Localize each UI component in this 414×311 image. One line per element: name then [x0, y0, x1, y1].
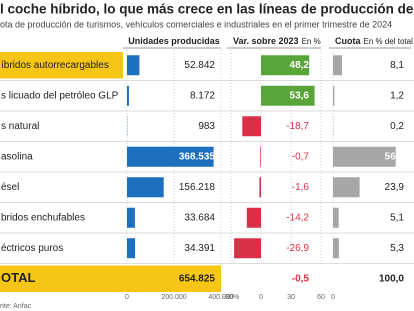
value-label: -26,9 — [286, 243, 309, 254]
value-label: 983 — [198, 121, 215, 132]
value-label: -18,7 — [286, 121, 309, 132]
header-text: Var. sobre 2023 — [233, 36, 299, 46]
column-header: Unidades producidas — [128, 36, 220, 46]
bar — [260, 146, 261, 167]
x-tick-label: 0 — [125, 294, 129, 301]
bar — [333, 177, 360, 198]
total-value: -0,5 — [292, 273, 310, 284]
value-label: 23,9 — [385, 182, 405, 193]
bar — [333, 207, 339, 228]
x-tick-label: 0 — [331, 294, 335, 301]
x-tick-label: -30% — [223, 294, 239, 301]
total-label: OTAL — [1, 270, 35, 285]
category-label: íbridos autorrecargables — [1, 60, 109, 71]
value-label: -1,6 — [292, 182, 310, 193]
bar — [333, 55, 343, 76]
source: nte: Anfac — [0, 303, 32, 310]
x-tick-label: 30 — [287, 294, 295, 301]
bar — [234, 238, 261, 259]
value-label: 56,3 — [385, 151, 405, 162]
header-unit: En % del total — [364, 37, 414, 46]
category-label: bridos enchufables — [1, 212, 85, 223]
total-value: 654.825 — [179, 273, 216, 284]
value-label: 8.172 — [190, 90, 215, 101]
subtitle: ota de producción de turismos, vehículos… — [0, 19, 392, 29]
value-label: 8,1 — [390, 60, 404, 71]
value-label: -14,2 — [286, 212, 309, 223]
row-highlight — [0, 52, 123, 79]
bar — [259, 177, 261, 198]
bar — [127, 85, 129, 106]
value-label: 156.218 — [179, 182, 216, 193]
value-label: -0,7 — [292, 151, 310, 162]
x-tick-label: 400.000 — [208, 294, 233, 301]
value-label: 368.535 — [179, 151, 216, 162]
bar — [127, 55, 140, 76]
header-text: Unidades producidas — [128, 36, 220, 46]
value-label: 53,6 — [290, 90, 310, 101]
category-label: asolina — [1, 151, 33, 162]
bar — [246, 207, 261, 228]
header-unit: En % — [302, 37, 321, 46]
value-label: 33.684 — [184, 212, 215, 223]
category-label: ésel — [1, 182, 19, 193]
value-label: 34.391 — [184, 243, 215, 254]
value-label: 52.842 — [184, 60, 215, 71]
bar — [261, 55, 310, 76]
total-highlight — [0, 265, 221, 292]
bar — [127, 207, 135, 228]
category-label: éctricos puros — [1, 243, 63, 254]
x-tick-label: 60 — [317, 294, 325, 301]
column-header: Cuota En % del total — [335, 36, 413, 46]
value-label: 5,1 — [390, 212, 404, 223]
bar — [127, 146, 214, 167]
bar — [261, 85, 315, 106]
header-text: Cuota — [335, 36, 361, 46]
bar — [127, 177, 164, 198]
x-tick-label: 200.000 — [161, 294, 186, 301]
bar — [127, 238, 136, 259]
title: l coche híbrido, lo que más crece en las… — [0, 2, 414, 17]
column-header: Var. sobre 2023 En % — [233, 36, 321, 46]
bar — [333, 238, 339, 259]
category-label: s natural — [1, 121, 39, 132]
total-value: 100,0 — [379, 273, 404, 284]
value-label: 48,2 — [290, 60, 310, 71]
bar — [242, 116, 261, 137]
category-label: s licuado del petróleo GLP — [1, 90, 119, 101]
value-label: 1,2 — [390, 90, 404, 101]
x-tick-label: 0 — [259, 294, 263, 301]
value-label: 0,2 — [390, 121, 404, 132]
bar — [333, 85, 335, 106]
value-label: 5,3 — [390, 243, 404, 254]
bar — [333, 146, 396, 167]
